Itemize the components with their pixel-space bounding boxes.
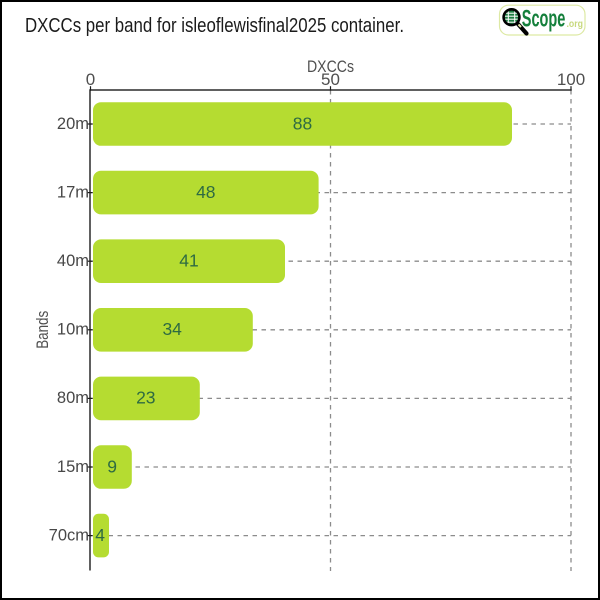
svg-text:.org: .org bbox=[567, 18, 584, 30]
svg-text:70cm: 70cm bbox=[49, 526, 89, 544]
svg-text:15m: 15m bbox=[57, 458, 89, 476]
svg-text:20m: 20m bbox=[57, 115, 89, 133]
svg-text:4: 4 bbox=[95, 525, 105, 545]
svg-text:50: 50 bbox=[321, 70, 340, 89]
svg-text:34: 34 bbox=[162, 319, 182, 339]
svg-text:40m: 40m bbox=[57, 252, 89, 270]
svg-text:0: 0 bbox=[86, 70, 95, 89]
svg-text:23: 23 bbox=[136, 388, 155, 408]
svg-text:41: 41 bbox=[179, 251, 198, 271]
svg-text:DXCCs: DXCCs bbox=[307, 57, 354, 76]
svg-text:Bands: Bands bbox=[33, 311, 52, 349]
svg-text:80m: 80m bbox=[57, 389, 89, 407]
svg-text:9: 9 bbox=[107, 456, 117, 476]
svg-text:DXCCs per band for isleoflewis: DXCCs per band for isleoflewisfinal2025 … bbox=[25, 15, 404, 37]
svg-text:88: 88 bbox=[293, 113, 312, 133]
svg-text:100: 100 bbox=[557, 70, 585, 89]
svg-text:17m: 17m bbox=[57, 183, 89, 201]
svg-text:10m: 10m bbox=[57, 321, 89, 339]
svg-text:Scope: Scope bbox=[522, 5, 566, 32]
svg-text:48: 48 bbox=[196, 182, 215, 202]
